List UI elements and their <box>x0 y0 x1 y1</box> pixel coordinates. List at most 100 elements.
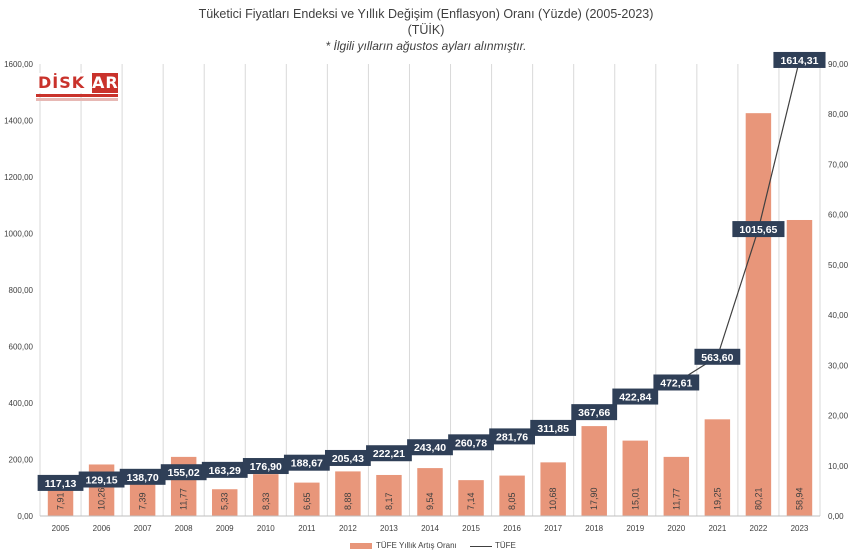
line-value-box <box>160 464 207 481</box>
line-series <box>60 59 801 484</box>
left-axis-tick-label: 1000,00 <box>4 230 33 239</box>
legend: TÜFE Yıllık Artış Oranı TÜFE <box>0 539 852 553</box>
right-axis-tick-label: 0,00 <box>828 512 844 521</box>
legend-line-swatch <box>470 546 492 547</box>
bar <box>663 456 690 516</box>
line-value-box <box>242 458 289 475</box>
x-axis-tick-label: 2014 <box>421 524 439 533</box>
x-axis-tick-label: 2008 <box>175 524 193 533</box>
line-value-label: 281,76 <box>496 431 528 443</box>
chart-source: (TÜİK) <box>407 23 445 37</box>
x-axis-tick-label: 2011 <box>298 524 316 533</box>
bar <box>253 474 279 516</box>
x-axis-tick-label: 2016 <box>503 524 521 533</box>
bar-value-label: 10,26 <box>97 487 107 510</box>
line-value-box <box>448 434 494 451</box>
line-value-label: 367,66 <box>578 407 610 419</box>
line-value-label: 205,43 <box>332 453 364 465</box>
line-value-label: 1015,65 <box>739 224 777 236</box>
diskar-logo: DİSK AR <box>36 73 118 103</box>
line-value-box <box>612 388 659 405</box>
logo-subline <box>36 98 118 101</box>
legend-bar-label: TÜFE Yıllık Artış Oranı <box>376 541 457 550</box>
chart-title: Tüketici Fiyatları Endeksi ve Yıllık Değ… <box>198 7 654 21</box>
line-value-label: 117,13 <box>45 478 77 490</box>
bar <box>458 480 484 516</box>
legend-line-label: TÜFE <box>495 541 516 550</box>
bar <box>417 468 443 516</box>
line-value-label: 311,85 <box>537 423 569 435</box>
bar-value-label: 58,94 <box>794 487 804 510</box>
legend-bar-swatch <box>350 543 372 549</box>
bar-value-label: 10,68 <box>548 487 558 510</box>
line-value-box <box>773 51 826 68</box>
logo-underline <box>36 94 118 97</box>
line-value-label: 1614,31 <box>780 55 818 67</box>
line-value-box <box>407 439 453 456</box>
bar-value-label: 80,21 <box>753 487 763 510</box>
bar-value-label: 8,05 <box>507 492 517 510</box>
left-axis-tick-label: 200,00 <box>9 456 34 465</box>
x-axis-tick-label: 2018 <box>585 524 603 533</box>
line-value-box <box>653 374 700 391</box>
line-value-label: 176,90 <box>250 461 282 473</box>
x-axis-tick-label: 2022 <box>750 524 768 533</box>
grid-lines <box>39 64 821 516</box>
bar <box>499 475 525 516</box>
right-axis-tick-label: 40,00 <box>828 311 849 320</box>
bar <box>129 478 156 516</box>
line-value-box <box>489 428 536 445</box>
right-axis-tick-label: 30,00 <box>828 361 849 370</box>
bar-series <box>47 113 813 517</box>
axes: 0,00 200,00 400,00 600,00 800,00 1000,00 1200,… <box>4 60 848 533</box>
logo-text-tail: AR <box>92 73 119 93</box>
right-axis-tick-label: 50,00 <box>828 261 849 270</box>
x-axis-tick-label: 2006 <box>93 524 111 533</box>
x-axis-tick-label: 2010 <box>257 524 275 533</box>
line-value-label: 163,29 <box>209 465 241 477</box>
bar <box>335 471 361 516</box>
bar <box>540 462 566 516</box>
right-axis-tick-label: 10,00 <box>828 462 849 471</box>
line-value-box <box>324 449 371 466</box>
x-axis-tick-label: 2007 <box>134 524 152 533</box>
left-axis-tick-label: 0,00 <box>17 512 33 521</box>
bar-value-label: 8,33 <box>261 492 271 510</box>
bar-value-label: 7,39 <box>138 492 148 510</box>
bar <box>581 426 607 516</box>
bar-value-label: 9,54 <box>425 492 435 510</box>
logo-text-main: DİSK <box>36 73 94 93</box>
line-path <box>60 59 801 484</box>
x-axis-tick-label: 2015 <box>462 524 480 533</box>
line-value-box <box>201 461 248 478</box>
line-value-box <box>530 419 577 436</box>
line-value-box <box>571 404 618 421</box>
left-axis-tick-label: 1200,00 <box>4 173 33 182</box>
bar <box>704 419 731 516</box>
line-value-box <box>366 445 412 462</box>
bar-value-label: 11,77 <box>671 488 681 510</box>
bar-value-label: 6,65 <box>302 492 312 510</box>
x-axis-tick-label: 2012 <box>339 524 357 533</box>
left-axis-tick-label: 600,00 <box>9 343 34 352</box>
line-value-box <box>694 348 741 365</box>
line-value-box <box>78 471 125 488</box>
left-axis-tick-label: 1400,00 <box>4 117 33 126</box>
line-value-label: 422,84 <box>619 392 651 404</box>
bar <box>786 219 813 516</box>
x-axis-tick-label: 2005 <box>52 524 70 533</box>
bar-value-label: 8,88 <box>343 492 353 510</box>
bar-value-label: 19,25 <box>712 487 722 510</box>
left-axis-tick-label: 1600,00 <box>4 60 33 69</box>
right-axis-tick-label: 20,00 <box>828 412 849 421</box>
data-labels: 7,91 10,26 7,39 11,77 5,33 8,33 6,65 8,88 8,17 9,… <box>37 51 826 510</box>
x-axis-tick-label: 2023 <box>791 524 809 533</box>
bar <box>622 440 648 516</box>
chart-titles: Tüketici Fiyatları Endeksi ve Yıllık Değ… <box>0 6 852 54</box>
line-value-label: 188,67 <box>291 458 323 470</box>
bar-value-label: 7,14 <box>466 492 476 510</box>
line-value-box <box>37 474 84 491</box>
bar-value-label: 8,17 <box>384 492 394 510</box>
line-value-label: 260,78 <box>455 437 487 449</box>
